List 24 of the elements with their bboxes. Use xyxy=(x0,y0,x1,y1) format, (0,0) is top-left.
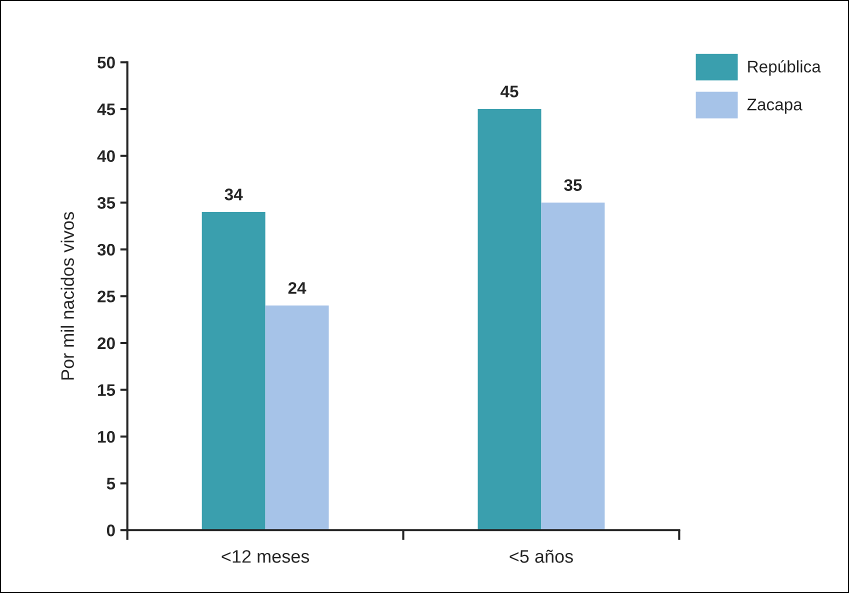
data-label: 45 xyxy=(500,86,518,98)
y-tick-label: 40 xyxy=(97,150,115,162)
legend-label: República xyxy=(748,60,821,76)
y-axis-title: Por mil nacidos vivos xyxy=(60,212,74,380)
y-tick-label: 0 xyxy=(106,524,115,536)
y-tick-label: 15 xyxy=(98,384,116,396)
bar xyxy=(202,212,266,530)
y-tick-label: 25 xyxy=(98,290,116,302)
data-label: 35 xyxy=(564,179,582,192)
legend-label: Zacapa xyxy=(747,98,802,114)
data-label: 24 xyxy=(288,282,306,294)
y-tick-label: 10 xyxy=(98,430,115,443)
bar xyxy=(265,306,329,530)
x-tick-label: <5 años xyxy=(510,550,573,563)
y-tick-label: 5 xyxy=(106,478,116,490)
y-tick-label: 30 xyxy=(97,244,115,256)
y-tick-label: 20 xyxy=(98,337,115,350)
bar xyxy=(541,202,605,530)
y-tick-label: 45 xyxy=(97,104,116,116)
y-tick-label: 35 xyxy=(97,197,116,209)
x-tick-label: <12 meses xyxy=(222,550,310,563)
data-label: 34 xyxy=(224,188,243,200)
y-tick-label: 50 xyxy=(98,56,115,68)
bar xyxy=(478,109,542,530)
